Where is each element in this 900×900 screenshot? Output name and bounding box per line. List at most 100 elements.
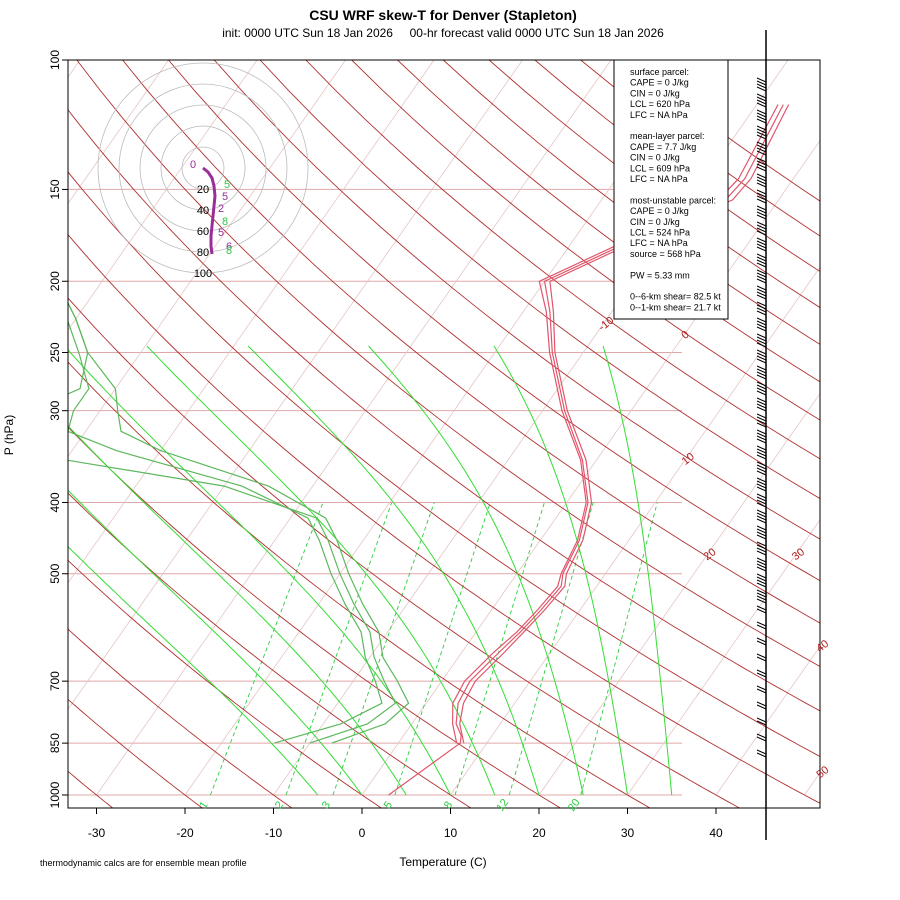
wind-barb xyxy=(756,288,767,294)
wind-barb xyxy=(756,80,767,86)
isotherm-line xyxy=(68,60,346,458)
wind-barb xyxy=(756,518,767,524)
mixing-ratio-line xyxy=(209,502,324,796)
isotherm-line xyxy=(361,140,820,796)
wind-barb xyxy=(756,349,767,355)
stats-line: LFC = NA hPa xyxy=(630,110,688,120)
chart-title: CSU WRF skew-T for Denver (Stapleton) xyxy=(309,7,577,23)
wind-barb xyxy=(756,403,767,409)
wind-barb xyxy=(756,429,767,435)
wind-barb xyxy=(756,416,767,422)
moist-adiabat-line xyxy=(68,545,319,796)
wind-barb xyxy=(756,230,767,236)
moist-adiabat-line xyxy=(68,349,451,796)
wind-barb xyxy=(756,672,767,678)
stats-line: mean-layer parcel: xyxy=(630,131,705,141)
wind-barb xyxy=(756,499,767,505)
isotherm-label: 40 xyxy=(814,638,831,655)
mixing-ratio-label: 5 xyxy=(382,799,395,811)
wind-barb xyxy=(756,109,767,115)
dry-adiabat-line xyxy=(396,60,820,383)
stats-line: CIN = 0 J/kg xyxy=(630,153,680,163)
wind-barb xyxy=(756,406,767,412)
wind-barb xyxy=(756,291,767,297)
stats-line: source = 568 hPa xyxy=(630,249,701,259)
wind-barb xyxy=(756,253,767,259)
wind-barb xyxy=(756,77,767,83)
dry-adiabat-line xyxy=(122,60,820,624)
wind-barb xyxy=(756,717,767,723)
wind-barb xyxy=(756,342,767,348)
wind-barb xyxy=(756,582,767,588)
wind-barb xyxy=(756,701,767,707)
wind-barb xyxy=(756,445,767,451)
wind-barb xyxy=(756,256,767,262)
dewpoint-profile-line xyxy=(68,301,397,744)
mixing-ratio-label: 12 xyxy=(494,797,511,814)
wind-barb xyxy=(756,579,767,585)
wind-barb xyxy=(756,96,767,102)
wind-barb xyxy=(756,493,767,499)
dry-adiabat-line xyxy=(76,60,820,667)
isotherm-line xyxy=(68,60,258,331)
wind-barb xyxy=(756,374,767,380)
wind-barb xyxy=(756,112,767,118)
wind-barb xyxy=(756,605,767,611)
wind-barb xyxy=(756,525,767,531)
dry-adiabat-line xyxy=(68,492,472,808)
isotherm-label: 10 xyxy=(680,451,697,468)
isotherm-line xyxy=(538,392,820,796)
wind-barb xyxy=(756,621,767,627)
wind-barb xyxy=(756,246,767,252)
moist-adiabat-line xyxy=(368,345,584,796)
x-tick-label: -20 xyxy=(176,826,194,840)
wind-barb xyxy=(756,83,767,89)
dewpoint-profile-line xyxy=(68,301,410,744)
mixing-ratio-line xyxy=(285,502,393,796)
stats-line: surface parcel: xyxy=(630,67,689,77)
wind-barb xyxy=(756,99,767,105)
wind-barb xyxy=(756,208,767,214)
wind-barb xyxy=(756,544,767,550)
wind-barb xyxy=(756,118,767,124)
wind-barb xyxy=(756,534,767,540)
wind-barb xyxy=(756,195,767,201)
hodograph-ring-label: 80 xyxy=(197,247,209,259)
plot-border xyxy=(67,59,821,809)
wind-barb xyxy=(756,189,767,195)
moist-adiabat-line xyxy=(493,345,628,796)
wind-barb xyxy=(756,176,767,182)
dry-adiabat-line xyxy=(68,109,820,712)
wind-barb xyxy=(756,310,767,316)
isotherm-line xyxy=(68,60,169,205)
mixing-ratio-line xyxy=(580,502,658,796)
hodograph-ring-label: 100 xyxy=(194,268,212,280)
stats-line: LCL = 609 hPa xyxy=(630,163,690,173)
wind-barb xyxy=(756,576,767,582)
wind-barb xyxy=(756,86,767,92)
isotherm-line xyxy=(715,645,820,796)
wind-barb xyxy=(756,477,767,483)
hodograph-ring xyxy=(160,125,246,211)
dry-adiabat-line xyxy=(68,628,293,808)
wind-barb xyxy=(756,448,767,454)
wind-barb xyxy=(756,566,767,572)
isotherm-line xyxy=(450,266,820,796)
wind-barb xyxy=(756,461,767,467)
hodograph-point-label: 5 xyxy=(224,179,230,191)
x-tick-label: 30 xyxy=(621,826,635,840)
wind-barb xyxy=(756,134,767,140)
mixing-ratio-line xyxy=(332,502,435,796)
wind-barb xyxy=(756,259,767,265)
adiabat-lines xyxy=(68,60,820,808)
wind-barb xyxy=(756,368,767,374)
mixing-ratio-line xyxy=(394,502,491,796)
wind-barb xyxy=(756,352,767,358)
wind-barb xyxy=(756,720,767,726)
wind-barb xyxy=(756,736,767,742)
wind-barb xyxy=(756,486,767,492)
y-tick-label: 850 xyxy=(48,733,62,753)
wind-barb-column xyxy=(756,30,767,840)
